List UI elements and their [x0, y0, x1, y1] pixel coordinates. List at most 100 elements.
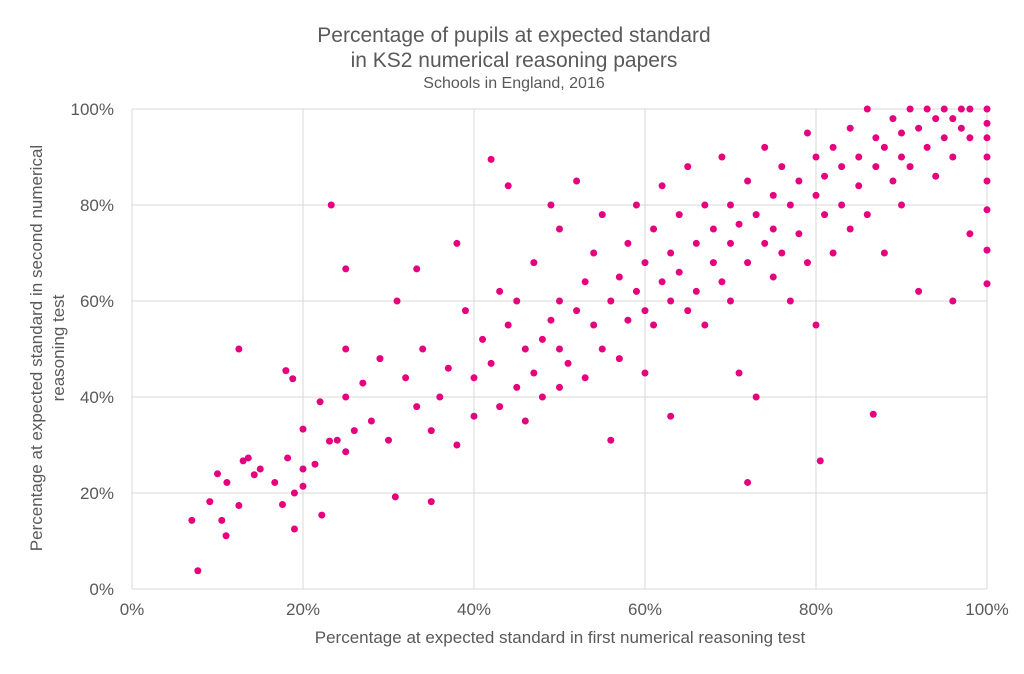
data-point: [235, 345, 243, 353]
data-point: [556, 225, 563, 233]
data-point: [983, 206, 991, 214]
data-point: [650, 225, 658, 233]
data-point: [504, 182, 512, 190]
data-point: [453, 441, 461, 449]
data-point: [769, 273, 777, 281]
data-point: [615, 355, 623, 363]
data-point: [530, 369, 538, 377]
data-point: [299, 482, 307, 490]
data-point: [581, 374, 589, 382]
data-point: [915, 287, 923, 295]
data-point: [675, 211, 683, 219]
data-point: [778, 249, 786, 257]
data-point: [513, 297, 521, 305]
data-point: [342, 265, 350, 273]
data-point: [940, 134, 948, 142]
data-point: [983, 134, 991, 142]
y-tick-label: 40%: [80, 388, 114, 407]
data-point: [316, 398, 324, 406]
data-point: [556, 297, 563, 305]
data-point: [932, 172, 940, 180]
data-point: [530, 259, 538, 267]
data-point: [479, 335, 487, 343]
y-tick-label: 0%: [89, 580, 114, 599]
data-point: [413, 265, 421, 273]
data-point: [538, 335, 546, 343]
chart-title-line1: Percentage of pupils at expected standar…: [317, 24, 710, 47]
data-point: [761, 143, 769, 151]
y-tick-label: 80%: [80, 196, 114, 215]
data-point: [709, 225, 717, 233]
data-point: [289, 375, 297, 383]
data-point: [573, 307, 581, 315]
data-point: [769, 191, 777, 199]
data-point: [641, 307, 649, 315]
data-point: [581, 278, 589, 286]
data-point: [641, 369, 649, 377]
data-point: [846, 124, 854, 132]
data-point: [556, 345, 563, 353]
data-point: [188, 516, 196, 524]
y-axis-label-line1: Percentage at expected standard in secon…: [27, 145, 46, 551]
data-point: [282, 367, 290, 375]
data-point: [838, 163, 846, 171]
data-point: [949, 115, 957, 123]
data-point: [812, 191, 820, 199]
data-point: [932, 115, 940, 123]
data-point: [427, 427, 435, 435]
data-point: [521, 345, 529, 353]
chart-title-line2: in KS2 numerical reasoning papers: [351, 49, 678, 72]
tick-labels: 0% 20% 40% 60% 80% 100% 0% 20% 40% 60% 80% 100%: [71, 100, 1009, 619]
data-point: [863, 105, 871, 113]
data-point: [889, 115, 897, 123]
data-point: [470, 374, 478, 382]
data-point: [299, 465, 307, 473]
data-point: [957, 105, 965, 113]
data-point: [812, 321, 820, 329]
x-tick-label: 20%: [286, 600, 320, 619]
data-point: [632, 201, 640, 209]
data-point: [513, 383, 521, 391]
data-point: [684, 307, 692, 315]
data-point: [872, 134, 880, 142]
data-point: [223, 478, 231, 486]
data-point: [744, 177, 752, 185]
data-point: [966, 134, 974, 142]
data-point: [786, 297, 794, 305]
x-tick-label: 60%: [628, 600, 662, 619]
data-point: [214, 470, 221, 478]
data-point: [949, 297, 957, 305]
data-point: [239, 457, 247, 465]
data-point: [727, 201, 734, 209]
data-point: [829, 249, 837, 257]
data-point: [333, 436, 341, 444]
data-point: [521, 417, 529, 425]
data-point: [590, 249, 598, 257]
data-point: [769, 225, 777, 233]
data-point: [821, 172, 829, 180]
data-point: [983, 280, 991, 288]
data-point: [419, 345, 427, 353]
data-point: [607, 436, 615, 444]
data-point: [342, 345, 350, 353]
data-point: [413, 403, 421, 411]
x-tick-label: 0%: [120, 600, 145, 619]
data-point: [342, 448, 350, 456]
data-point: [855, 182, 863, 190]
data-point: [752, 393, 760, 401]
data-point: [744, 259, 752, 267]
data-point: [590, 321, 598, 329]
data-point: [880, 249, 888, 257]
data-point: [869, 410, 877, 418]
data-point: [496, 287, 504, 295]
data-point: [727, 297, 734, 305]
y-axis-label-line2: reasoning test: [49, 294, 68, 401]
data-point: [436, 393, 444, 401]
data-point: [218, 516, 226, 524]
data-point: [598, 211, 606, 219]
data-point: [206, 498, 214, 506]
data-point: [855, 153, 863, 161]
data-point: [983, 105, 991, 113]
x-tick-label: 100%: [965, 600, 1008, 619]
